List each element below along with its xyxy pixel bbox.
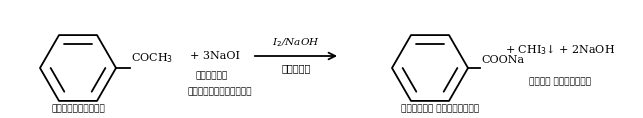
Text: COONa: COONa <box>481 55 524 65</box>
Text: हाइपोआयोडाइट: हाइपोआयोडाइट <box>188 88 253 97</box>
Text: सोडियम: सोडियम <box>196 72 228 80</box>
Text: + 3NaOI: + 3NaOI <box>190 51 240 61</box>
Text: COCH$_3$: COCH$_3$ <box>131 51 173 65</box>
Text: ऊष्मा: ऊष्मा <box>282 63 311 73</box>
Text: सोडियम बेन्जोएट: सोडियम बेन्जोएट <box>401 104 479 113</box>
Text: + CHI$_3$↓ + 2NaOH: + CHI$_3$↓ + 2NaOH <box>505 43 615 57</box>
Text: I$_2$/NaOH: I$_2$/NaOH <box>272 36 320 49</box>
Text: एसीटोफीनोन: एसीटोफीनोन <box>51 104 105 113</box>
Text: पीला अवक्षेप: पीला अवक्षेप <box>529 78 591 86</box>
